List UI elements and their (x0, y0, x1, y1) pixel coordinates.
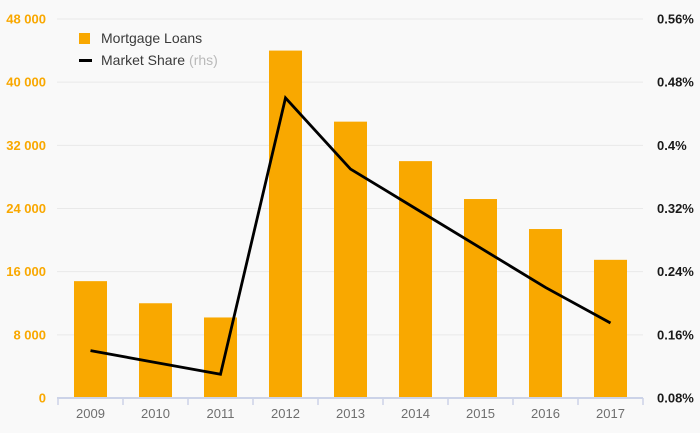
y-axis-label-left: 32 000 (6, 138, 46, 153)
bar-2013 (334, 121, 367, 398)
x-axis-label: 2013 (336, 406, 365, 421)
legend: Mortgage Loans Market Share (rhs) (79, 28, 218, 70)
bar-2016 (529, 229, 562, 398)
market-share-line (90, 95, 612, 376)
x-axis-label: 2011 (207, 406, 235, 421)
y-axis-label-right: 0.16% (657, 327, 694, 342)
bar-2017 (594, 259, 627, 398)
bar-2009 (74, 281, 107, 398)
legend-label-market-share: Market Share (101, 52, 186, 68)
y-axis-label-right: 0.48% (657, 75, 694, 90)
y-axis-label-left: 0 (39, 391, 46, 406)
x-axis-label: 2009 (76, 406, 105, 421)
legend-item-market-share: Market Share (rhs) (79, 50, 218, 70)
bar-2014 (399, 161, 432, 398)
y-axis-label-right: 0.32% (657, 201, 694, 216)
x-axis-label: 2016 (531, 406, 560, 421)
y-axis-label-left: 8 000 (13, 327, 46, 342)
y-axis-label-left: 16 000 (6, 264, 46, 279)
y-axis-label-left: 40 000 (6, 75, 46, 90)
bar-2015 (464, 199, 497, 398)
bar-swatch-icon (79, 32, 92, 44)
legend-label-mortgage-loans: Mortgage Loans (101, 30, 203, 46)
x-axis-label: 2017 (596, 406, 625, 421)
line-swatch-icon (79, 58, 92, 62)
legend-item-mortgage-loans: Mortgage Loans (79, 28, 218, 48)
x-axis-label: 2010 (141, 406, 170, 421)
y-axis-label-right: 0.4% (657, 138, 687, 153)
legend-suffix-rhs: (rhs) (189, 52, 218, 68)
y-axis-label-right: 0.24% (657, 264, 694, 279)
x-axis-label: 2012 (271, 406, 300, 421)
bar-2010 (139, 303, 172, 398)
y-axis-label-right: 0.56% (657, 12, 694, 27)
y-axis-label-left: 48 000 (6, 12, 46, 27)
x-axis-label: 2014 (401, 406, 430, 421)
y-axis-label-right: 0.08% (657, 391, 694, 406)
x-axis-label: 2015 (466, 406, 495, 421)
y-axis-label-left: 24 000 (6, 201, 46, 216)
